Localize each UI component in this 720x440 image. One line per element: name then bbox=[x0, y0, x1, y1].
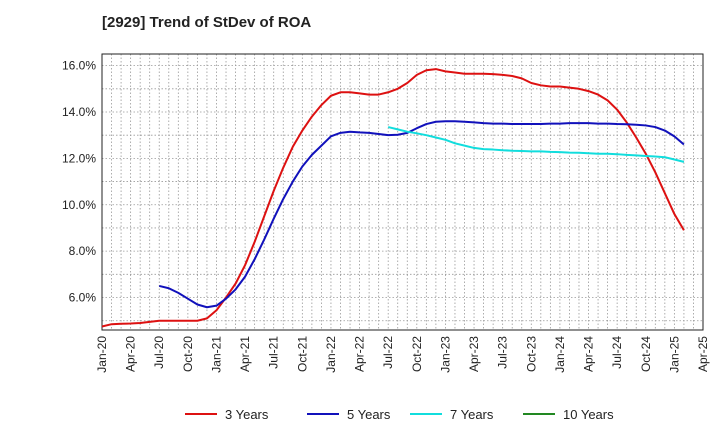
legend-10-years-label: 10 Years bbox=[563, 407, 614, 422]
y-tick-label: 12.0% bbox=[62, 151, 96, 165]
x-tick-label: Jul-22 bbox=[381, 336, 395, 369]
x-tick-label: Apr-21 bbox=[238, 336, 252, 372]
x-tick-label: Apr-23 bbox=[467, 336, 481, 372]
grid-lines bbox=[101, 54, 704, 330]
series-line-5-years bbox=[159, 120, 685, 309]
y-tick-label: 16.0% bbox=[62, 59, 96, 73]
x-tick-label: Oct-24 bbox=[639, 336, 653, 372]
x-tick-label: Jan-22 bbox=[324, 336, 338, 373]
plot-frame bbox=[101, 53, 704, 331]
x-tick-label: Oct-20 bbox=[181, 336, 195, 372]
y-tick-labels: 6.0% 8.0% 10.0% 12.0% 14.0% 16.0% bbox=[62, 59, 96, 305]
x-tick-label: Oct-22 bbox=[410, 336, 424, 372]
x-tick-label: Oct-23 bbox=[524, 336, 538, 372]
series-lines bbox=[101, 68, 685, 328]
x-tick-label: Jan-21 bbox=[209, 336, 223, 373]
legend-5-years-label: 5 Years bbox=[347, 407, 391, 422]
x-tick-label: Jul-24 bbox=[610, 336, 624, 369]
x-tick-labels: Jan-20 Apr-20 Jul-20 Oct-20 Jan-21 Apr-21 Jul-… bbox=[95, 336, 710, 373]
y-tick-label: 14.0% bbox=[62, 105, 96, 119]
y-tick-label: 8.0% bbox=[69, 244, 97, 258]
legend-7-years-label: 7 Years bbox=[450, 407, 494, 422]
x-tick-label: Jan-25 bbox=[667, 336, 681, 373]
x-tick-label: Apr-22 bbox=[353, 336, 367, 372]
x-tick-label: Jul-20 bbox=[152, 336, 166, 369]
x-tick-label: Apr-25 bbox=[696, 336, 710, 372]
chart-title: [2929] Trend of StDev of ROA bbox=[102, 14, 312, 31]
series-line-3-years bbox=[101, 68, 685, 328]
x-tick-label: Jul-23 bbox=[496, 336, 510, 369]
y-tick-label: 10.0% bbox=[62, 198, 96, 212]
legend-3-years-label: 3 Years bbox=[225, 407, 269, 422]
x-tick-label: Jan-24 bbox=[553, 336, 567, 373]
legend: 3 Years 5 Years 7 Years 10 Years bbox=[185, 407, 614, 422]
x-tick-label: Oct-21 bbox=[295, 336, 309, 372]
y-tick-label: 6.0% bbox=[69, 291, 97, 305]
x-tick-label: Jul-21 bbox=[267, 336, 281, 369]
x-tick-label: Apr-24 bbox=[582, 336, 596, 372]
x-tick-label: Jan-23 bbox=[438, 336, 452, 373]
x-tick-label: Jan-20 bbox=[95, 336, 109, 373]
series-line-7-years bbox=[387, 126, 685, 163]
x-tick-label: Apr-20 bbox=[124, 336, 138, 372]
